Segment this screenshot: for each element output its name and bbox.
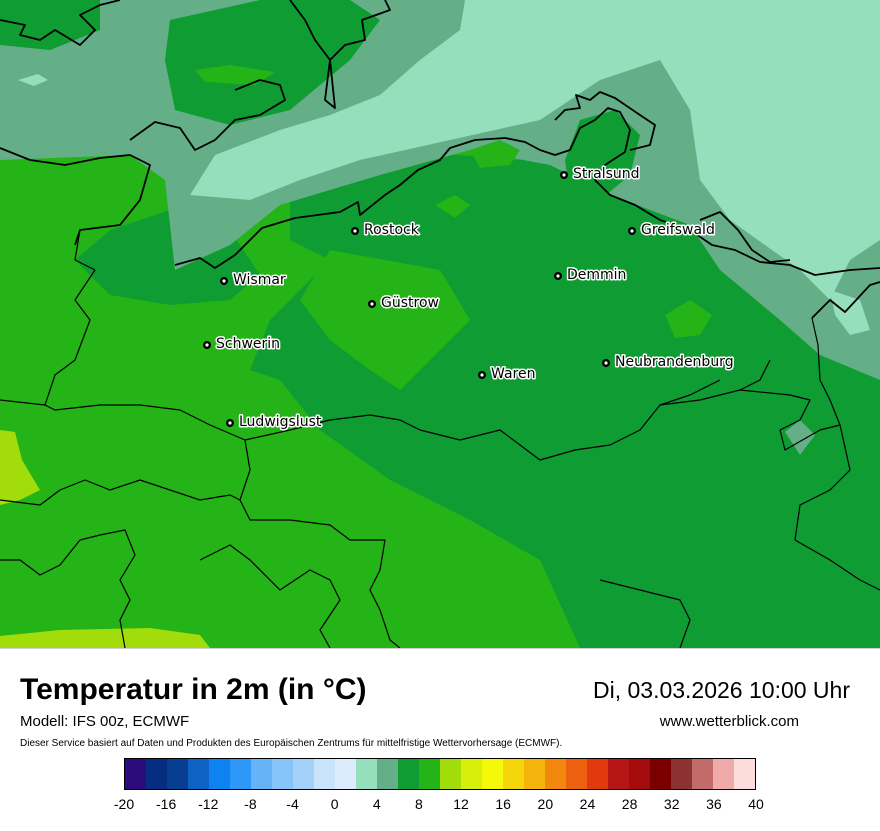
colorbar-swatch [230,759,251,789]
city-label: Güstrow [381,295,439,311]
temp-zone-mid-darss [470,140,520,168]
city-label: Wismar [233,272,286,288]
temp-zone-sea-light [190,0,880,300]
colorbar-tick-label: -12 [198,796,219,812]
city-label: Schwerin [216,336,280,352]
temp-zone-sea-light-w [18,74,48,86]
colorbar-swatch [503,759,524,789]
city-stralsund: Stralsund [560,165,641,184]
colorbar-swatch [314,759,335,789]
temp-zone-mid-pocket-2 [665,300,712,338]
city-label: Greifswald [641,222,715,238]
colorbar-swatch [482,759,503,789]
colorbar-tick-label: -4 [286,796,299,812]
colorbar-tick-label: 8 [415,796,423,812]
city-label: Rostock [364,222,420,238]
temp-zone-dark-dk [165,0,380,125]
colorbar-swatch [146,759,167,789]
coastline [0,0,880,319]
colorbar-swatch [545,759,566,789]
temp-zone-mid-pocket-1 [300,250,470,390]
temp-zone-teal-se [785,420,815,455]
colorbar-swatch [125,759,146,789]
temp-zone-warm-sw [0,628,210,648]
colorbar-labels: -20 -16 -12 -8 -4 0 4 8 12 16 20 24 28 32 36 40 [114,796,764,812]
data-disclaimer: Dieser Service basiert auf Daten und Pro… [20,738,563,749]
colorbar-swatch [356,759,377,789]
city-label: Demmin [567,267,626,283]
colorbar-swatch [566,759,587,789]
colorbar-swatch [377,759,398,789]
colorbar-tick-label: 16 [495,796,511,812]
city-markers: Stralsund Rostock Greifswald Wismar Demm [203,165,735,432]
city-label: Stralsund [573,166,640,182]
temp-zone-dark-nw [0,0,100,50]
colorbar-swatch [524,759,545,789]
colorbar-swatch [629,759,650,789]
city-ludwigslust: Ludwigslust [226,413,323,432]
colorbar-swatch [587,759,608,789]
colorbar-swatch [293,759,314,789]
colorbar-swatch [398,759,419,789]
website-link[interactable]: www.wetterblick.com [659,713,799,730]
city-rostock: Rostock [351,221,421,240]
colorbar-tick-label: 24 [579,796,596,812]
temperature-map: Stralsund Rostock Greifswald Wismar Demm [0,0,880,648]
city-demmin: Demmin [554,266,628,285]
colorbar-tick-label: 0 [330,796,339,812]
colorbar-swatch [209,759,230,789]
colorbar-swatch [272,759,293,789]
city-guestrow: Güstrow [368,294,440,313]
city-label: Waren [491,366,535,382]
forecast-datetime: Di, 03.03.2026 10:00 Uhr [592,677,850,703]
colorbar-tick-label: -20 [113,796,135,812]
colorbar-swatch [251,759,272,789]
colorbar-tick-label: -8 [244,796,257,812]
colorbar-swatch [188,759,209,789]
colorbar-swatch [734,759,755,789]
city-label: Neubrandenburg [615,354,734,370]
temp-zone-mid-dk [195,65,275,85]
city-wismar: Wismar [220,271,287,290]
model-info: Modell: IFS 00z, ECMWF [20,713,190,730]
colorbar-swatch [671,759,692,789]
temp-zone-mid-pocket-3 [435,195,470,218]
temperature-colorbar [124,758,756,790]
city-waren: Waren [478,365,537,384]
map-footer: Temperatur in 2m (in °C) Di, 03.03.2026 … [0,648,880,831]
colorbar-tick-label: -16 [156,796,177,812]
colorbar-swatch [440,759,461,789]
temp-zone-sea-light-e [830,290,870,335]
colorbar-swatch [167,759,188,789]
colorbar-swatch [692,759,713,789]
borders [0,229,880,648]
colorbar-tick-label: 36 [706,796,722,812]
colorbar-swatch [419,759,440,789]
colorbar-tick-label: 4 [372,796,381,812]
colorbar-tick-label: 32 [663,796,680,812]
map-canvas: Stralsund Rostock Greifswald Wismar Demm [0,0,880,648]
colorbar-tick-label: 12 [453,796,469,812]
colorbar-tick-label: 40 [748,796,764,812]
city-greifswald: Greifswald [628,221,716,240]
colorbar-swatch [608,759,629,789]
city-neubrandenburg: Neubrandenburg [602,353,735,372]
city-schwerin: Schwerin [203,335,282,354]
colorbar-swatch [713,759,734,789]
temp-zone-dark-rugen [565,110,640,200]
colorbar-tick-label: 20 [537,796,554,812]
map-title: Temperatur in 2m (in °C) [20,673,367,706]
colorbar-tick-label: 28 [621,796,638,812]
temp-zone-warm-w [0,430,40,505]
city-label: Ludwigslust [239,414,322,430]
colorbar-swatch [461,759,482,789]
colorbar-swatch [650,759,671,789]
colorbar-swatch [335,759,356,789]
